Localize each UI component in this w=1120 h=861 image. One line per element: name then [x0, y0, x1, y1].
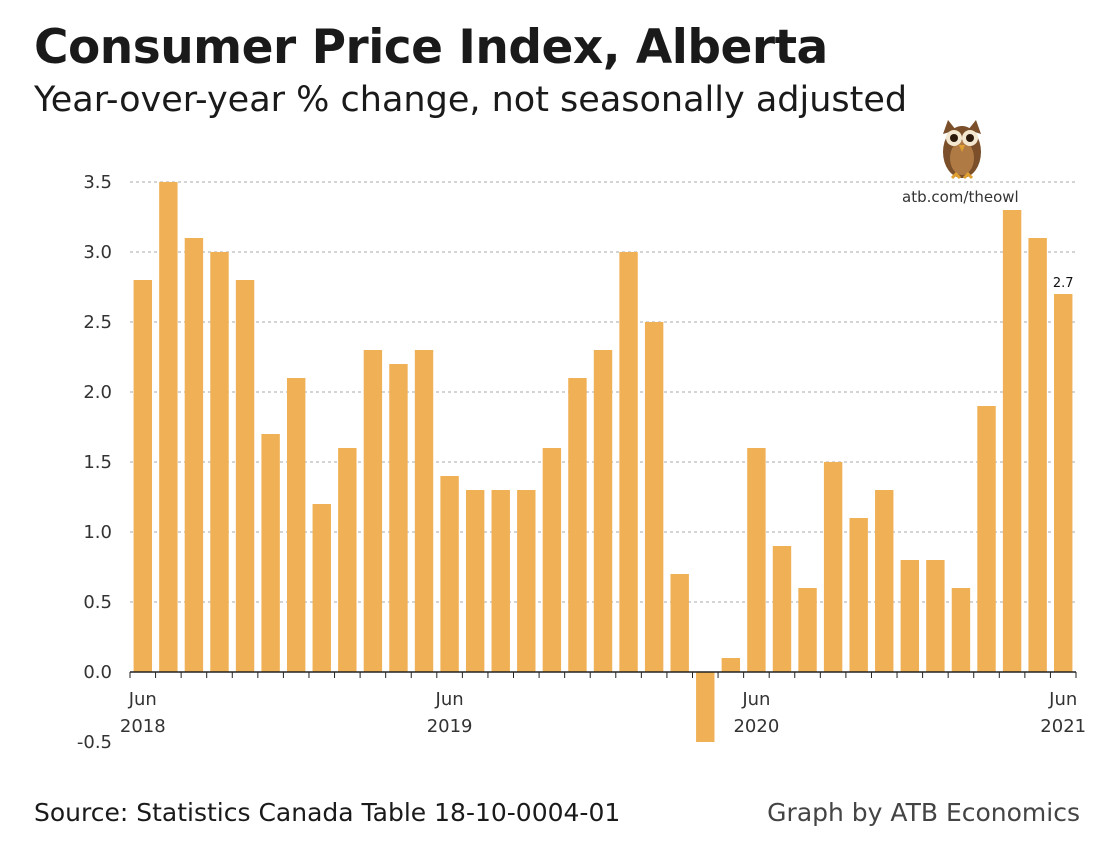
y-tick-label: 0.0: [83, 662, 112, 683]
bar: Apr 2021: 3.3: [1002, 210, 1022, 672]
x-tick-month: Jun: [741, 689, 770, 710]
bar: Oct 2018: 2.8: [235, 280, 255, 672]
owl-icon: [943, 120, 981, 180]
bar: Aug 2020: 0.6: [798, 588, 817, 672]
y-tick-label: 0.5: [83, 592, 112, 613]
y-tick-label: 1.0: [83, 522, 112, 543]
x-tick-month: Jun: [1048, 689, 1077, 710]
bar: Jan 2021: 0.8: [926, 560, 945, 672]
bar: Aug 2018: 3.1: [184, 238, 204, 672]
bar: Jul 2020: 0.9: [772, 546, 792, 672]
bar: May 2020: 0.1: [721, 658, 741, 672]
x-tick-year: 2020: [733, 716, 779, 737]
bar: May 2021: 3.1: [1028, 238, 1047, 672]
y-tick-label: 2.5: [83, 312, 112, 333]
bar: Jun 2020: 1.6: [747, 448, 766, 672]
bar: May 2019: 2.3: [414, 350, 434, 672]
y-axis-ticks: -0.5 0.0 0.5 1.0 1.5 2.0 2.5 3.0 3.5: [77, 172, 112, 753]
bar: Jun 2018: 2.8: [133, 280, 152, 672]
bar: Sep 2018: 3: [210, 252, 229, 672]
bar: Mar 2019: 2.3: [363, 350, 383, 672]
bar: Feb 2020: 2.5: [644, 322, 664, 672]
x-tick-year: 2018: [120, 716, 166, 737]
y-tick-label: 2.0: [83, 382, 112, 403]
x-tick-month: Jun: [435, 689, 464, 710]
brand-url: atb.com/theowl: [902, 188, 1019, 206]
bar: Sep 2020: 1.5: [823, 462, 843, 672]
bar: Jan 2019: 1.2: [312, 504, 331, 672]
chart-title: Consumer Price Index, Alberta: [34, 20, 828, 75]
bar: Nov 2018: 1.7: [261, 434, 280, 672]
bar: Dec 2018: 2.1: [286, 378, 306, 672]
bar: Sep 2019: 1.3: [517, 490, 536, 672]
bar: Nov 2019: 2.1: [568, 378, 587, 672]
bar-series: Jun 2018: 2.8 Jul 2018: 3.5 Aug 2018: 3.1 S…: [133, 182, 1073, 742]
x-tick-month: Jun: [128, 689, 157, 710]
bar: Jan 2020: 3: [619, 252, 638, 672]
x-tick-year: 2019: [427, 716, 473, 737]
bar: Jul 2019: 1.3: [465, 490, 485, 672]
bar: Oct 2019: 1.6: [542, 448, 562, 672]
bar: Oct 2020: 1.1: [849, 518, 868, 672]
bar: Apr 2020: -0.5: [696, 672, 715, 742]
y-tick-label: 3.5: [83, 172, 112, 193]
y-tick-label: 3.0: [83, 242, 112, 263]
bar: Jun 2019: 1.4: [440, 476, 459, 672]
bar: Dec 2020: 0.8: [900, 560, 920, 672]
bar: Apr 2019: 2.2: [389, 364, 408, 672]
x-tick-year: 2021: [1040, 716, 1086, 737]
credit-note: Graph by ATB Economics: [767, 798, 1080, 827]
source-note: Source: Statistics Canada Table 18-10-00…: [34, 798, 621, 827]
y-tick-label: 1.5: [83, 452, 112, 473]
y-tick-label: -0.5: [77, 732, 112, 753]
x-axis: [129, 671, 1077, 678]
bar: Mar 2021: 1.9: [977, 406, 996, 672]
bar: Feb 2019: 1.6: [338, 448, 357, 672]
bar: Aug 2019: 1.3: [491, 490, 510, 672]
data-labels: 2.7: [1053, 276, 1074, 291]
bar: Nov 2020: 1.3: [875, 490, 894, 672]
x-axis-ticks: Jun 2018 Jun 2019 Jun 2020 Jun 2021: [120, 689, 1086, 737]
chart-subtitle: Year-over-year % change, not seasonally …: [34, 80, 908, 120]
bar: Feb 2021: 0.6: [951, 588, 971, 672]
bar: Mar 2020: 0.7: [670, 574, 689, 672]
bar: Dec 2019: 2.3: [593, 350, 613, 672]
data-label: 2.7: [1053, 276, 1074, 291]
bar: Jul 2018: 3.5: [159, 182, 178, 672]
bar: Jun 2021: 2.7: [1054, 294, 1073, 672]
